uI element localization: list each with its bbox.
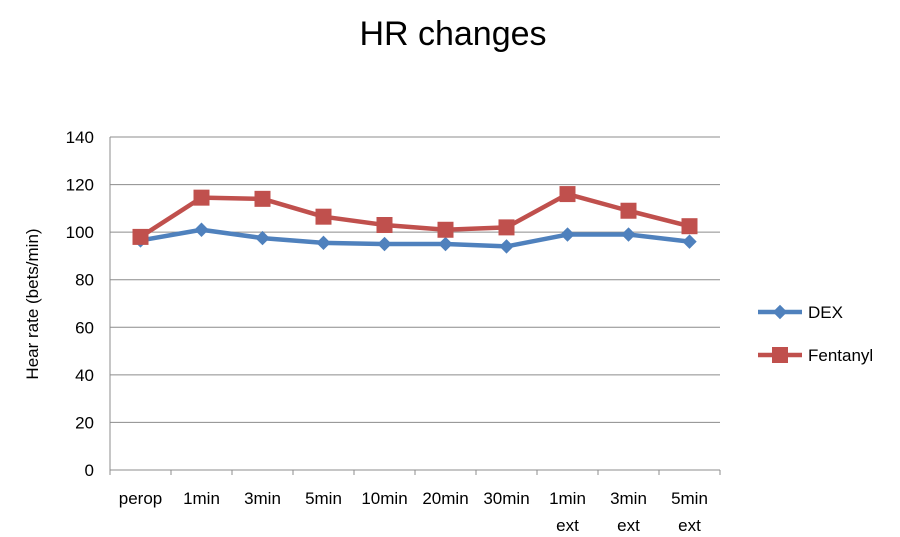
data-point-fentanyl: [681, 218, 698, 235]
series-fentanyl: [132, 186, 698, 245]
legend-marker-dex: [772, 304, 788, 320]
x-tick-label: 10min: [361, 489, 407, 508]
x-tick-label: 30min: [483, 489, 529, 508]
series-line-dex: [138, 227, 692, 249]
y-tick-label: 0: [85, 461, 94, 480]
gridlines: [110, 136, 720, 423]
y-tick-label: 60: [75, 318, 94, 337]
data-point-dex: [377, 236, 392, 252]
x-tick-label: 3min: [244, 489, 281, 508]
axes: [109, 137, 721, 475]
legend-entry-dex: DEX: [758, 303, 843, 322]
x-tick-label: 20min: [422, 489, 468, 508]
y-tick-label: 20: [75, 413, 94, 432]
data-point-fentanyl: [437, 221, 454, 238]
legend-marker-fentanyl: [772, 347, 788, 363]
y-tick-label: 100: [66, 223, 94, 242]
y-axis-label: Hear rate (bets/min): [23, 228, 42, 379]
data-point-dex: [194, 222, 209, 237]
x-tick-label: 1min: [183, 489, 220, 508]
data-point-fentanyl: [620, 202, 637, 219]
x-tick-label: perop: [119, 489, 162, 508]
data-point-fentanyl: [193, 189, 210, 206]
data-point-dex: [255, 230, 270, 246]
legend: DEX Fentanyl: [758, 303, 873, 365]
x-axis-tick-labels: perop 1min 3min 5min 10min 20min 30min 1min ext 3…: [119, 489, 708, 535]
legend-label-dex: DEX: [808, 303, 843, 322]
x-tick-label: 5min: [305, 489, 342, 508]
data-point-fentanyl: [559, 186, 576, 203]
data-point-fentanyl: [132, 228, 149, 245]
x-tick-label: 5min ext: [671, 489, 708, 535]
data-point-fentanyl: [315, 208, 332, 225]
x-tick-label: 3min ext: [610, 489, 647, 535]
legend-label-fentanyl: Fentanyl: [808, 346, 873, 365]
x-tick-label: 1min ext: [549, 489, 586, 535]
y-tick-label: 80: [75, 271, 94, 290]
y-tick-label: 120: [66, 176, 94, 195]
data-point-dex: [682, 234, 697, 249]
series-line-fentanyl: [138, 191, 692, 240]
data-point-fentanyl: [254, 190, 271, 207]
data-point-dex: [621, 227, 636, 242]
data-point-fentanyl: [498, 219, 515, 236]
y-tick-label: 40: [75, 366, 94, 385]
legend-entry-fentanyl: Fentanyl: [758, 346, 873, 365]
data-point-dex: [438, 236, 453, 252]
data-point-fentanyl: [376, 217, 393, 234]
y-tick-label: 140: [66, 128, 94, 147]
chart-title: HR changes: [359, 15, 546, 53]
data-point-dex: [316, 235, 331, 251]
data-point-dex: [560, 227, 575, 242]
y-axis-tick-labels: 0 20 40 60 80 100 120 140: [66, 128, 94, 480]
series-layer: [132, 186, 698, 254]
data-point-dex: [499, 239, 514, 254]
